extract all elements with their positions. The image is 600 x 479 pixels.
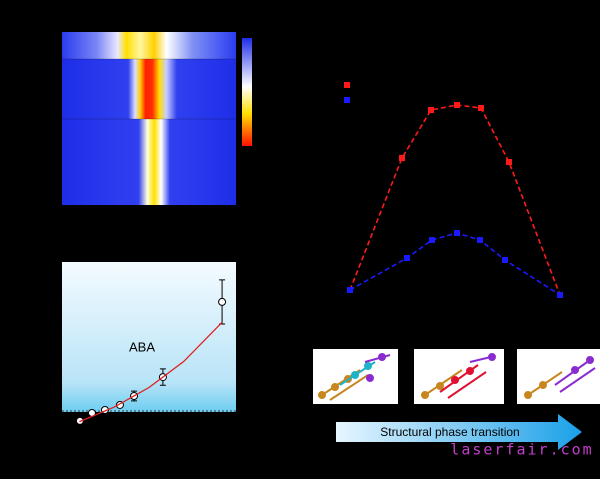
arrow — [336, 414, 582, 450]
data-point — [502, 257, 508, 263]
legend-marker — [344, 97, 350, 103]
structure-images — [313, 349, 600, 404]
data-point — [218, 297, 227, 306]
data-point — [347, 287, 353, 293]
data-point — [557, 292, 563, 298]
annotation: ABA — [129, 339, 155, 354]
data-point — [454, 230, 460, 236]
legend-marker — [344, 82, 350, 88]
data-point — [477, 237, 483, 243]
data-point — [428, 107, 434, 113]
series-line — [349, 104, 561, 296]
data-point — [454, 102, 460, 108]
watermark: laserfair.com — [450, 441, 593, 459]
data-point — [478, 105, 484, 111]
caption: Structural phase transition — [380, 425, 519, 439]
heatmap — [62, 32, 236, 205]
data-point — [404, 255, 410, 261]
colorbar — [242, 38, 252, 146]
fit-line — [79, 321, 223, 423]
data-point — [429, 237, 435, 243]
plot-background — [62, 262, 236, 412]
data-point — [399, 155, 405, 161]
data-point — [506, 159, 512, 165]
series-line — [349, 232, 561, 296]
